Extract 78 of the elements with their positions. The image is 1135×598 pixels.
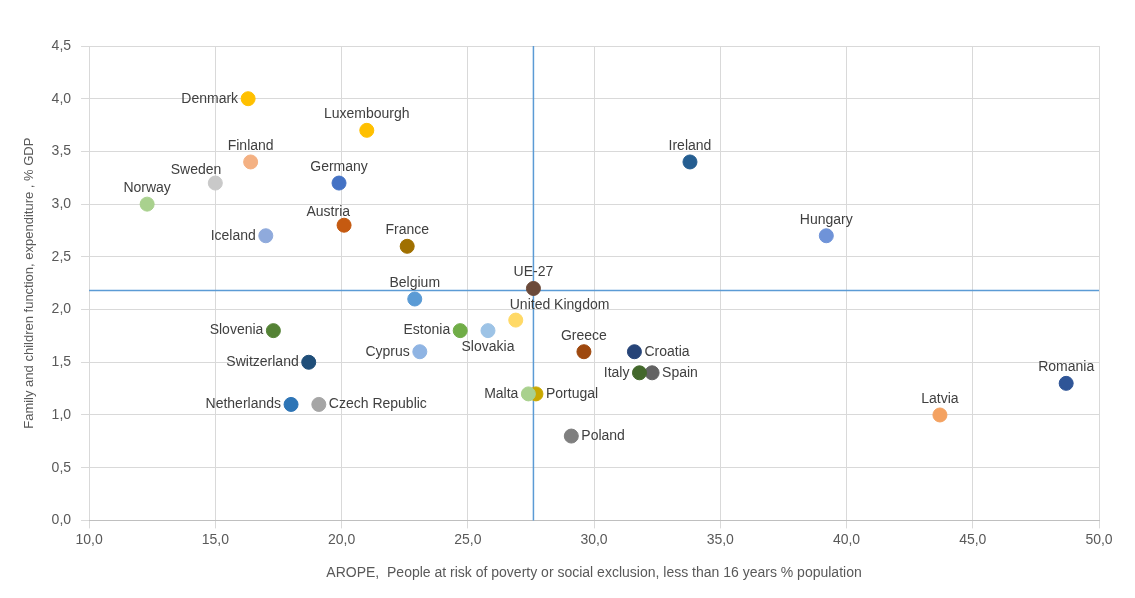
point bbox=[520, 386, 536, 402]
series-label: Netherlands bbox=[205, 395, 282, 412]
series-label: Poland bbox=[581, 426, 625, 443]
series-label: Germany bbox=[310, 157, 368, 174]
point bbox=[932, 407, 948, 423]
x-tick-label: 30,0 bbox=[580, 530, 608, 547]
point bbox=[644, 365, 660, 381]
point bbox=[682, 154, 698, 170]
point bbox=[359, 122, 375, 138]
series-label: Iceland bbox=[210, 226, 256, 243]
x-axis-title: AROPE, People at risk of poverty or social exclusion, less than 16 years % population bbox=[326, 564, 862, 581]
series-label: France bbox=[385, 221, 430, 238]
point bbox=[207, 175, 223, 191]
y-tick-label: 4,0 bbox=[51, 89, 72, 106]
series-label: Slovakia bbox=[461, 338, 515, 355]
point bbox=[412, 344, 428, 360]
series-label: Finland bbox=[227, 136, 274, 153]
x-tick-label: 40,0 bbox=[832, 530, 861, 547]
series-label: Cyprus bbox=[365, 342, 410, 359]
series-label: Spain bbox=[662, 363, 698, 380]
point bbox=[480, 323, 496, 339]
y-tick-label: 0,5 bbox=[51, 458, 72, 475]
point bbox=[265, 323, 281, 339]
series-label: Italy bbox=[603, 363, 630, 380]
point bbox=[631, 365, 647, 381]
series-label: Ireland bbox=[668, 136, 712, 153]
point bbox=[563, 428, 579, 444]
series-label: Portugal bbox=[545, 384, 599, 401]
x-tick-label: 35,0 bbox=[706, 530, 735, 547]
point bbox=[139, 196, 155, 212]
series-label: Denmark bbox=[181, 89, 240, 106]
point bbox=[301, 354, 317, 370]
y-tick-label: 1,5 bbox=[51, 353, 72, 370]
y-tick-label: 0,0 bbox=[51, 511, 72, 528]
y-tick-label: 2,0 bbox=[51, 300, 72, 317]
point bbox=[1058, 375, 1074, 391]
point bbox=[576, 344, 592, 360]
series-label: Sweden bbox=[170, 160, 222, 177]
point bbox=[311, 396, 327, 412]
point bbox=[452, 323, 468, 339]
point bbox=[525, 280, 541, 296]
y-tick-label: 3,0 bbox=[51, 194, 72, 211]
point bbox=[407, 291, 423, 307]
point bbox=[331, 175, 347, 191]
y-tick-label: 3,5 bbox=[51, 142, 72, 159]
point bbox=[283, 396, 299, 412]
point bbox=[258, 228, 274, 244]
series-label: Romania bbox=[1038, 358, 1095, 375]
point bbox=[243, 154, 259, 170]
y-tick-label: 4,5 bbox=[51, 36, 72, 53]
y-axis-title: Family and children function, expenditure , % GDP bbox=[21, 137, 37, 429]
x-tick-label: 20,0 bbox=[327, 530, 356, 547]
series-label: Czech Republic bbox=[328, 395, 427, 412]
series-label: Belgium bbox=[389, 273, 441, 290]
point bbox=[336, 217, 352, 233]
x-tick-label: 45,0 bbox=[959, 530, 987, 547]
x-tick-label: 15,0 bbox=[201, 530, 230, 547]
series-label: Switzerland bbox=[226, 353, 299, 370]
point bbox=[508, 312, 524, 328]
series-label: Croatia bbox=[644, 342, 690, 359]
y-tick-label: 1,0 bbox=[51, 405, 72, 422]
point bbox=[399, 238, 415, 254]
series-label: Greece bbox=[560, 326, 608, 343]
series-label: Hungary bbox=[799, 210, 853, 227]
series-label: Latvia bbox=[921, 389, 959, 406]
point bbox=[240, 91, 256, 107]
series-label: Slovenia bbox=[209, 321, 264, 338]
point bbox=[818, 228, 834, 244]
series-label: Luxembourgh bbox=[323, 105, 410, 122]
x-tick-label: 50,0 bbox=[1085, 530, 1113, 547]
x-tick-label: 25,0 bbox=[454, 530, 482, 547]
series-label: Norway bbox=[123, 178, 171, 195]
point bbox=[626, 344, 642, 360]
series-label: Estonia bbox=[403, 321, 451, 338]
y-tick-label: 2,5 bbox=[51, 247, 72, 264]
series-label: Austria bbox=[306, 203, 351, 220]
x-tick-label: 10,0 bbox=[75, 530, 103, 547]
series-label: Malta bbox=[484, 384, 519, 401]
